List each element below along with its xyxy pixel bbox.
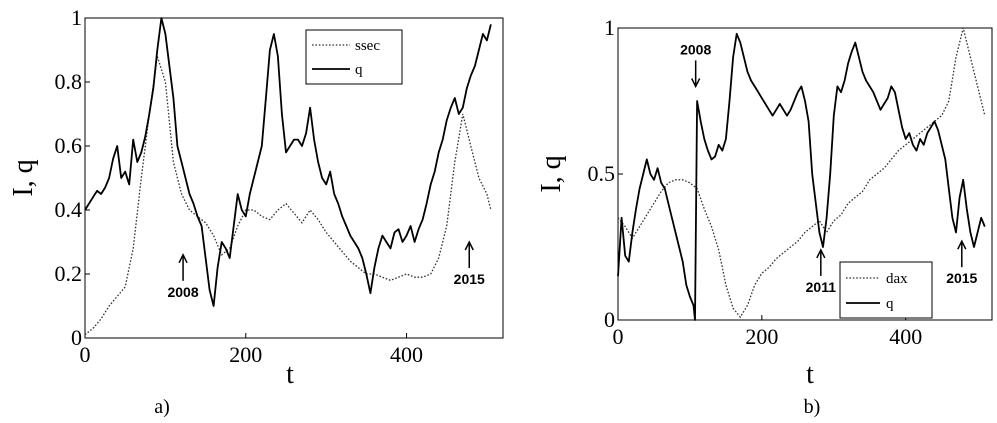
series-line-q-a (84, 17, 492, 307)
series-line-q-b (617, 32, 986, 321)
legend-label-q-b: q (886, 296, 894, 312)
y-tick-label-a: 1 (71, 5, 82, 30)
x-tick-label-a: 400 (390, 342, 423, 367)
y-tick-label-a: 0.8 (55, 69, 83, 94)
panel-label-a: a) (154, 396, 170, 418)
annotation-2008-b: 2008 (680, 41, 711, 89)
annotations-a: 2008 2015 (167, 240, 485, 300)
y-axis-label-b: I, q (536, 155, 567, 192)
legend-box-a (305, 29, 403, 85)
y-ticks-a: 0 0.2 0.4 0.6 0.8 1 (55, 5, 90, 350)
annotation-2015-b: 2015 (946, 239, 978, 286)
x-tick-label-b: 0 (613, 324, 624, 349)
legend-label-dax: dax (886, 271, 908, 287)
y-tick-label-a: 0.4 (55, 197, 83, 222)
panel-a: 0 0.2 0.4 0.6 0.8 1 0 200 400 2008 2015 I, q t a… (8, 5, 504, 418)
x-ticks-a: 0 200 400 (80, 333, 423, 367)
x-tick-label-b: 400 (889, 324, 922, 349)
annotation-2011-b: 2011 (806, 248, 837, 295)
y-tick-label-b: 1 (604, 15, 615, 40)
panel-label-b: b) (804, 396, 821, 418)
y-tick-label-b: 0 (604, 307, 615, 332)
y-tick-label-a: 0.6 (55, 133, 83, 158)
x-tick-label-b: 200 (745, 324, 778, 349)
x-ticks-b: 0 200 400 (613, 315, 922, 349)
annotation-label-a: 2008 (167, 284, 198, 300)
series-a (84, 17, 492, 336)
annotations-b: 2008 2011 2015 (680, 41, 977, 295)
y-tick-label-a: 0.2 (55, 261, 83, 286)
y-tick-label-b: 0.5 (588, 161, 616, 186)
legend-label-q-a: q (355, 62, 363, 78)
x-axis-label-a: t (286, 359, 294, 390)
x-axis-label-b: t (806, 359, 814, 390)
annotation-2015-a: 2015 (454, 240, 485, 287)
legend-b: dax q (839, 261, 933, 319)
legend-box-b (839, 261, 933, 319)
plot-frame-a (84, 17, 504, 339)
series-b (617, 27, 986, 321)
x-tick-label-a: 200 (229, 342, 262, 367)
legend-label-ssec: ssec (355, 38, 380, 54)
y-ticks-b: 00.51 (588, 15, 623, 332)
plot-frame-b (617, 27, 993, 321)
y-axis-label-a: I, q (8, 159, 39, 196)
x-tick-label-a: 0 (80, 342, 91, 367)
annotation-label-b: 2011 (806, 279, 837, 295)
series-line-ssec-a (84, 56, 492, 336)
series-line-dax-b (617, 27, 986, 319)
legend-a: ssec q (305, 29, 403, 85)
annotation-2008-a: 2008 (167, 253, 199, 300)
y-tick-label-a: 0 (71, 325, 82, 350)
annotation-label-a: 2015 (454, 271, 485, 287)
annotation-label-b: 2008 (680, 41, 711, 57)
annotation-label-b: 2015 (946, 270, 977, 286)
